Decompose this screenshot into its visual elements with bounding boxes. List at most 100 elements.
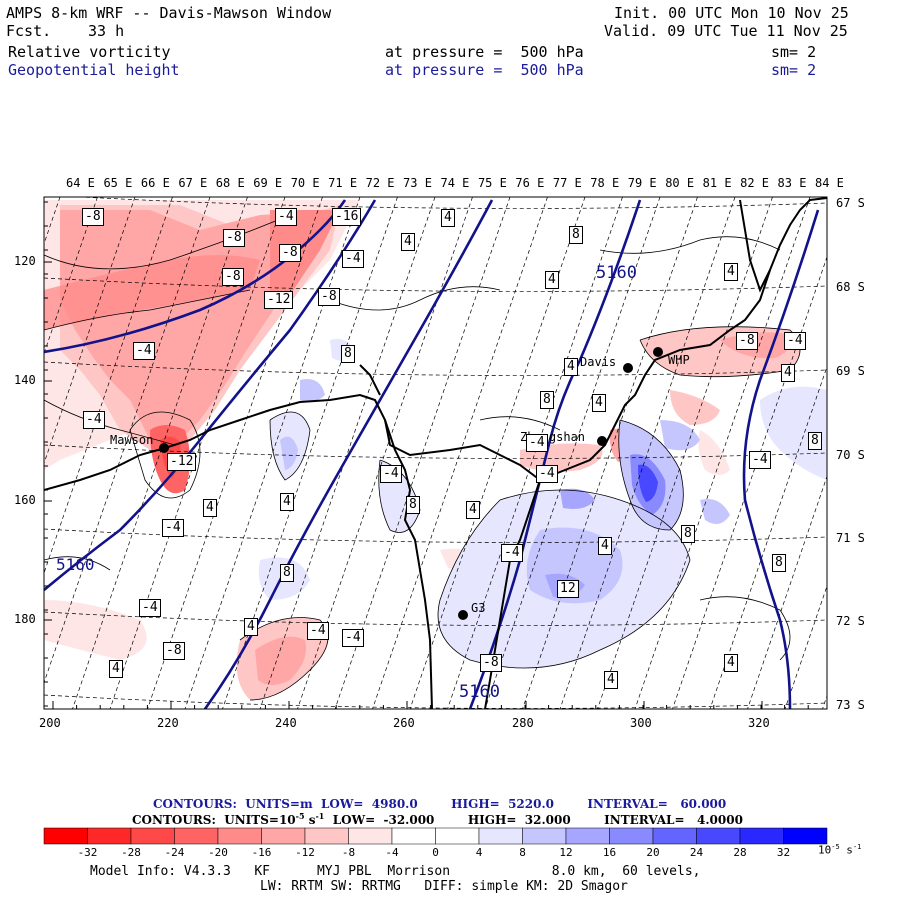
colorbar-swatch xyxy=(739,827,784,845)
top-axis-label: 65 E xyxy=(103,176,133,190)
forecast-hour: 33 h xyxy=(88,22,125,40)
vorticity-contour-label: -4 xyxy=(380,465,402,483)
colorbar-swatch xyxy=(652,827,697,845)
right-axis-label: 70 S xyxy=(836,448,865,462)
vorticity-contour-label: -8 xyxy=(163,642,185,660)
vorticity-contour-label: -16 xyxy=(332,208,362,226)
vorticity-contour-info: CONTOURS: UNITS=10-5 s-1 LOW= -32.000 HI… xyxy=(132,811,743,827)
top-axis-label: 77 E xyxy=(552,176,582,190)
model-info: Model Info: V4.3.3 KF MYJ PBL Morrison 8… xyxy=(90,864,701,879)
plot-frame xyxy=(43,196,828,710)
colorbar-swatch xyxy=(304,827,349,845)
vorticity-contour-label: -8 xyxy=(223,229,245,247)
colorbar-swatch xyxy=(478,827,523,845)
field1-name: Relative vorticity xyxy=(8,43,171,61)
field2-name: Geopotential height xyxy=(8,61,180,79)
colorbar-tick-label: -16 xyxy=(251,846,272,859)
station-whp-marker xyxy=(653,347,663,357)
station-label-mawson: Mawson xyxy=(110,433,154,447)
vorticity-contour-label: -4 xyxy=(275,208,297,226)
vorticity-contour-label: 8 xyxy=(772,554,786,572)
colorbar-tick-label: 16 xyxy=(602,846,617,859)
top-axis-label: 74 E xyxy=(440,176,470,190)
colorbar-swatch xyxy=(783,827,828,845)
colorbar-tick-label: 4 xyxy=(475,846,483,859)
station-davis-marker xyxy=(623,363,633,373)
top-axis-label: 79 E xyxy=(627,176,657,190)
vorticity-contour-label: -4 xyxy=(749,451,771,469)
left-axis-label: 140 xyxy=(14,373,36,387)
vorticity-contour-label: 4 xyxy=(401,233,415,251)
top-axis-label: 71 E xyxy=(328,176,358,190)
height-contour-info: CONTOURS: UNITS=m LOW= 4980.0 HIGH= 5220… xyxy=(153,797,727,811)
top-axis-label: 75 E xyxy=(477,176,507,190)
vorticity-contour-label: -8 xyxy=(82,208,104,226)
colorbar-tick-label: 32 xyxy=(776,846,791,859)
colorbar-swatch xyxy=(217,827,262,845)
vorticity-contour-label: -4 xyxy=(139,599,161,617)
colorbar-tick-label: -12 xyxy=(295,846,315,859)
vorticity-contour-label: -8 xyxy=(222,268,244,286)
top-axis-label: 80 E xyxy=(665,176,695,190)
colorbar-unit: 10-5 s-1 xyxy=(818,843,862,857)
height-label-5160-a: 5160 xyxy=(596,263,637,283)
top-axis-label: 64 E xyxy=(66,176,95,190)
vorticity-contour-label: 8 xyxy=(341,345,355,363)
right-axis-label: 72 S xyxy=(836,614,865,628)
colorbar-swatch xyxy=(261,827,306,845)
vorticity-contour-label: 4 xyxy=(545,271,559,289)
colorbar-swatch xyxy=(609,827,654,845)
colorbar-swatch xyxy=(435,827,480,845)
top-axis-label: 66 E xyxy=(140,176,170,190)
station-label-davis: Davis xyxy=(580,355,617,369)
vorticity-contour-label: -4 xyxy=(133,342,155,360)
colorbar-swatch xyxy=(348,827,393,845)
top-axis-label: 76 E xyxy=(515,176,545,190)
forecast-label: Fcst. xyxy=(6,22,52,40)
vorticity-contour-label: 4 xyxy=(203,499,217,517)
axis-ticks xyxy=(44,201,809,709)
top-axis-label: 84 E xyxy=(815,176,844,190)
right-axis-label: 67 S xyxy=(836,196,865,210)
vorticity-contour-label: -4 xyxy=(526,434,548,452)
field1-level: at pressure = 500 hPa xyxy=(385,43,584,61)
vorticity-contour-label: -8 xyxy=(279,244,301,262)
colorbar-tick-label: -32 xyxy=(77,846,98,859)
station-markers xyxy=(159,347,663,620)
vorticity-contour-label: 4 xyxy=(604,671,618,689)
colorbar-tick-label: 12 xyxy=(559,846,573,859)
colorbar-tick-label: -4 xyxy=(385,846,399,859)
vorticity-colorbar xyxy=(43,827,828,845)
colorbar-tick-label: -20 xyxy=(208,846,228,859)
coastline xyxy=(44,197,827,709)
field2-level: at pressure = 500 hPa xyxy=(385,61,584,79)
vorticity-contour-label: 4 xyxy=(724,654,738,672)
colorbar-swatch xyxy=(87,827,132,845)
field2-smooth: sm= 2 xyxy=(771,61,817,79)
vorticity-contour-label: 8 xyxy=(569,226,583,244)
bottom-axis-label: 300 xyxy=(630,716,652,730)
vorticity-contour-label: -4 xyxy=(162,519,184,537)
vorticity-contour-label: 8 xyxy=(406,496,420,514)
colorbar-swatch xyxy=(130,827,175,845)
vorticity-contour-label: 4 xyxy=(244,618,258,636)
top-axis-label: 68 E xyxy=(215,176,245,190)
vorticity-contour-label: -12 xyxy=(264,291,294,309)
colorbar-tick-label: 0 xyxy=(432,846,439,859)
vorticity-contour-label: -8 xyxy=(480,654,502,672)
positive-vorticity-shading xyxy=(258,339,827,668)
station-zhongshan-marker xyxy=(597,436,607,446)
lat-lon-graticule xyxy=(44,197,827,709)
page-title: AMPS 8-km WRF -- Davis-Mawson Window xyxy=(6,4,332,22)
top-axis-label: 78 E xyxy=(590,176,620,190)
vorticity-contour-label: 4 xyxy=(598,537,612,555)
vorticity-contour-label: 4 xyxy=(466,501,480,519)
top-axis-label: 70 E xyxy=(290,176,320,190)
station-g3-marker xyxy=(458,610,468,620)
station-mawson-marker xyxy=(159,443,169,453)
bottom-axis-label: 260 xyxy=(393,716,415,730)
colorbar-tick-label: 8 xyxy=(519,846,526,859)
vorticity-contour-label: -8 xyxy=(318,288,340,306)
vorticity-contour-label: -4 xyxy=(342,250,364,268)
colorbar-swatch xyxy=(696,827,741,845)
